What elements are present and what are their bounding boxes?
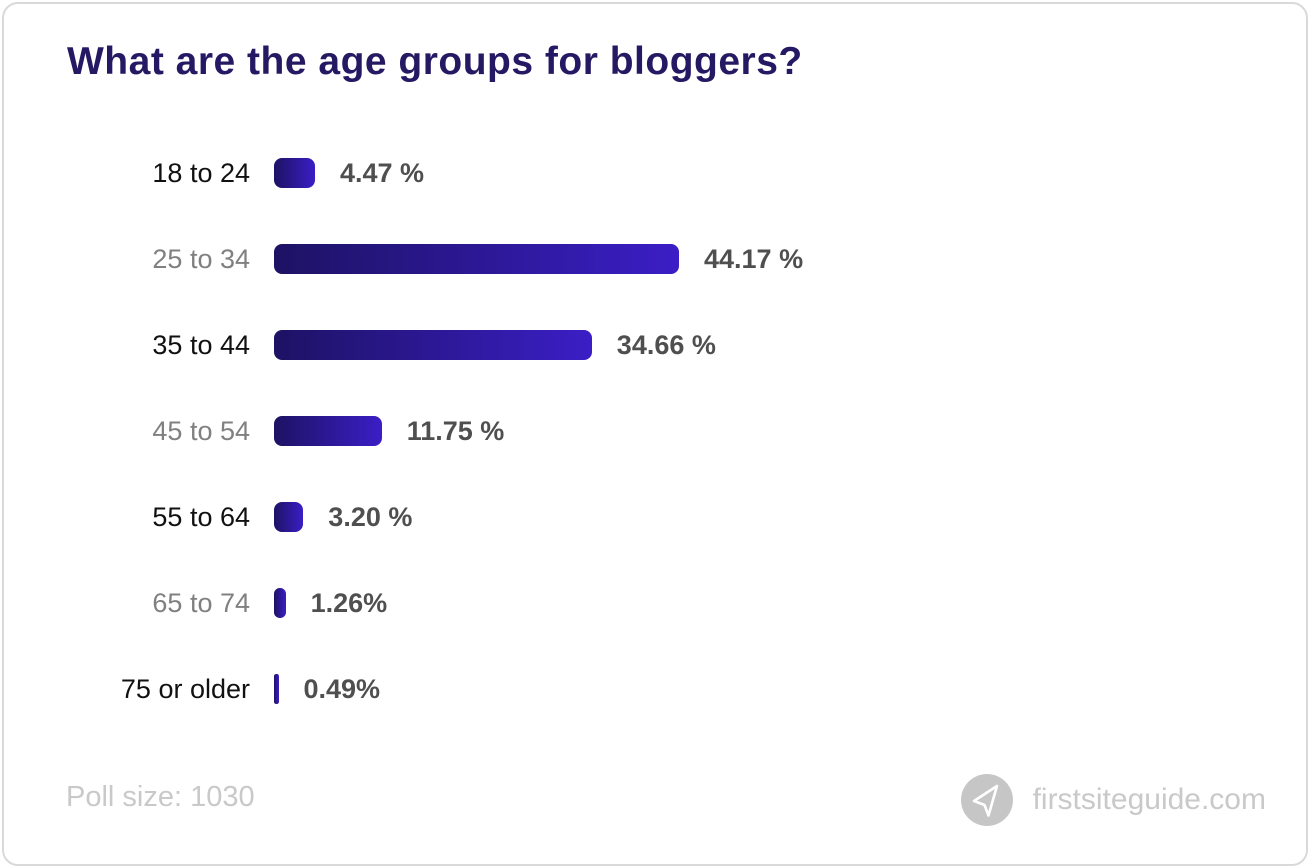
- bar-chart: 18 to 24 4.47 % 25 to 34 44.17 % 35 to 4…: [4, 130, 1306, 732]
- bar: [274, 244, 679, 274]
- category-label: 18 to 24: [152, 157, 250, 188]
- category-label: 25 to 34: [152, 243, 250, 274]
- category-label: 55 to 64: [152, 501, 250, 532]
- category-label: 75 or older: [120, 673, 250, 704]
- category-label: 35 to 44: [152, 329, 250, 360]
- value-label: 0.49%: [303, 673, 381, 704]
- chart-row: 65 to 74 1.26%: [4, 560, 1306, 646]
- chart-row: 55 to 64 3.20 %: [4, 474, 1306, 560]
- chart-row: 45 to 54 11.75 %: [4, 388, 1306, 474]
- poll-size-text: Poll size: 1030: [66, 781, 255, 813]
- chart-title: What are the age groups for bloggers?: [67, 40, 803, 83]
- chart-row: 25 to 34 44.17 %: [4, 216, 1306, 302]
- brand-text: firstsiteguide.com: [1032, 783, 1266, 816]
- bar: [274, 674, 279, 704]
- chart-row: 75 or older 0.49%: [4, 646, 1306, 732]
- bar: [274, 330, 592, 360]
- bar: [274, 158, 315, 188]
- brand: firstsiteguide.com: [960, 774, 1266, 826]
- category-label: 45 to 54: [152, 415, 250, 446]
- chart-row: 35 to 44 34.66 %: [4, 302, 1306, 388]
- value-label: 3.20 %: [328, 501, 413, 532]
- value-label: 34.66 %: [616, 329, 716, 360]
- paper-plane-icon: [960, 774, 1013, 826]
- value-label: 11.75 %: [406, 415, 505, 446]
- bar: [274, 588, 286, 618]
- chart-row: 18 to 24 4.47 %: [4, 130, 1306, 216]
- value-label: 1.26%: [310, 587, 388, 618]
- bar: [274, 416, 382, 446]
- value-label: 44.17 %: [704, 243, 804, 274]
- value-label: 4.47 %: [340, 157, 425, 188]
- bar: [274, 502, 304, 532]
- category-label: 65 to 74: [152, 587, 250, 618]
